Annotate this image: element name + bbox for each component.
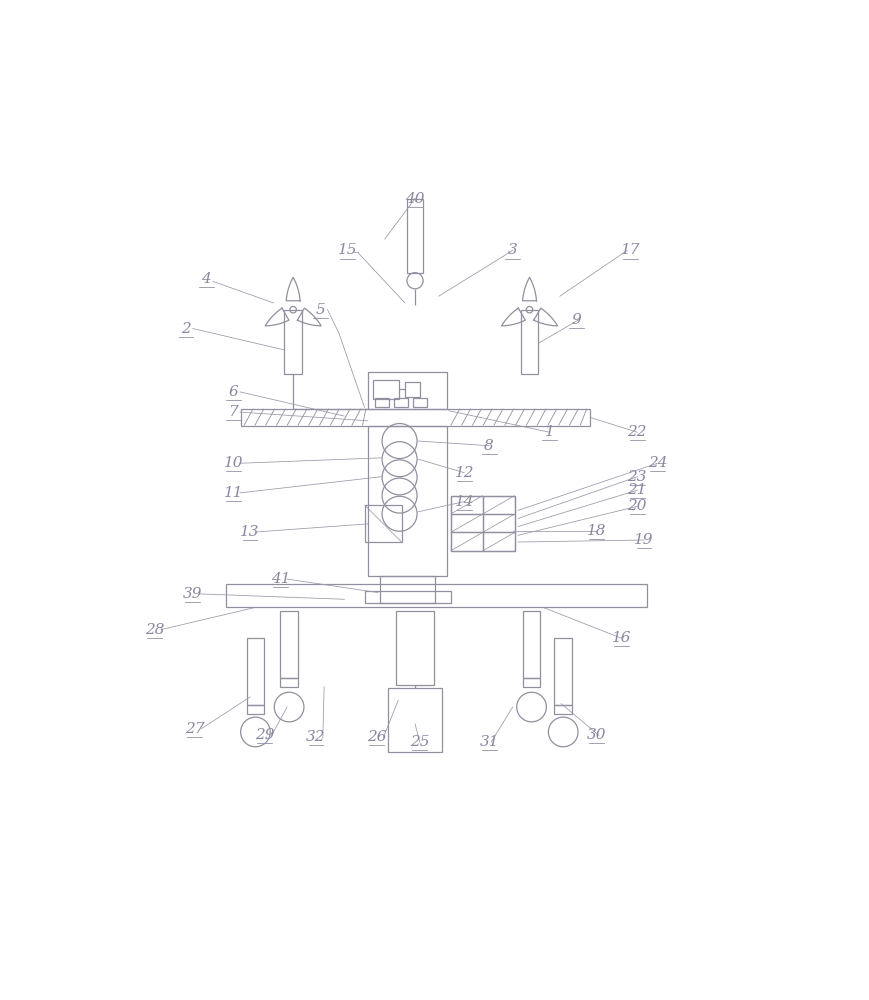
Bar: [368, 426, 448, 576]
Bar: [368, 372, 448, 409]
Text: 24: 24: [647, 456, 667, 470]
Text: 17: 17: [620, 243, 640, 257]
Bar: [380, 576, 435, 603]
Bar: [247, 638, 264, 705]
Text: 4: 4: [202, 272, 211, 286]
Text: 30: 30: [587, 728, 607, 742]
Text: 28: 28: [144, 623, 164, 637]
Bar: [451, 496, 483, 514]
Bar: [241, 409, 590, 426]
Text: 20: 20: [627, 499, 647, 513]
Bar: [365, 591, 451, 603]
Bar: [554, 705, 572, 714]
Bar: [388, 688, 442, 752]
Text: 7: 7: [229, 405, 238, 419]
Bar: [405, 382, 420, 397]
Text: 39: 39: [183, 587, 202, 601]
Bar: [521, 310, 538, 374]
Bar: [483, 514, 514, 532]
Bar: [365, 505, 401, 542]
Text: 29: 29: [255, 728, 275, 742]
Text: 32: 32: [306, 730, 326, 744]
Bar: [227, 584, 647, 607]
Bar: [451, 514, 483, 532]
Text: 25: 25: [410, 735, 429, 749]
Text: 9: 9: [572, 313, 581, 327]
Text: 8: 8: [484, 439, 494, 453]
Text: 13: 13: [241, 525, 260, 539]
Text: 5: 5: [316, 303, 326, 317]
Text: 40: 40: [405, 192, 425, 206]
Text: 11: 11: [223, 486, 243, 500]
Text: 12: 12: [454, 466, 474, 480]
Bar: [281, 678, 298, 687]
Text: 15: 15: [338, 243, 357, 257]
Bar: [284, 310, 302, 374]
Text: 31: 31: [480, 735, 499, 749]
Text: 14: 14: [454, 495, 474, 509]
Text: 23: 23: [627, 470, 647, 484]
Text: 3: 3: [507, 243, 518, 257]
Text: 18: 18: [587, 524, 607, 538]
Bar: [483, 532, 514, 551]
Bar: [483, 496, 514, 514]
Bar: [374, 380, 399, 399]
Text: 41: 41: [270, 572, 290, 586]
Bar: [523, 611, 541, 678]
Text: 1: 1: [545, 425, 554, 439]
Bar: [451, 532, 483, 551]
Bar: [554, 638, 572, 705]
Bar: [451, 496, 514, 551]
Bar: [407, 199, 423, 273]
Text: 21: 21: [627, 483, 647, 497]
Text: 19: 19: [634, 533, 653, 547]
Bar: [413, 398, 428, 407]
Text: 6: 6: [229, 385, 238, 399]
Bar: [396, 611, 434, 685]
Text: 26: 26: [367, 730, 387, 744]
Text: 16: 16: [612, 631, 632, 645]
Text: 2: 2: [182, 322, 191, 336]
Text: 10: 10: [223, 456, 243, 470]
Bar: [281, 611, 298, 678]
Bar: [375, 398, 388, 407]
Bar: [523, 678, 541, 687]
Bar: [394, 398, 408, 407]
Text: 27: 27: [185, 722, 204, 736]
Bar: [247, 705, 264, 714]
Text: 22: 22: [627, 425, 647, 439]
